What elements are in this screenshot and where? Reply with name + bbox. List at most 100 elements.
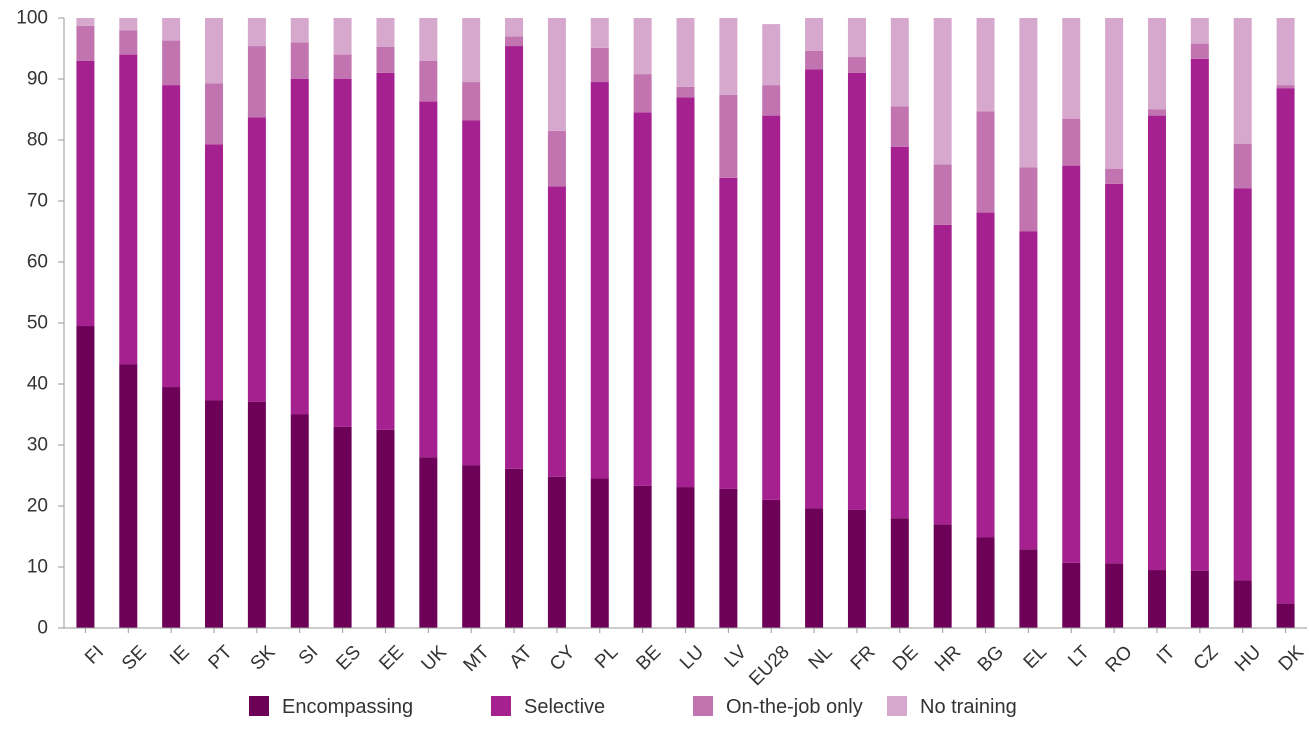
x-tick-label-si: SI [295,642,323,670]
bar-es-encompassing [333,426,352,628]
bar-ee-no-training [376,18,395,47]
bar-se-no-training [119,18,138,31]
x-tick-label-fr: FR [847,642,880,675]
bar-cz-selective [1190,58,1209,571]
bar-dk-selective [1276,88,1295,604]
bar-ee-on-the-job-only [376,46,395,73]
x-tick-label-uk: UK [417,642,451,676]
legend-label-encompassing: Encompassing [282,696,413,718]
bar-cz-no-training [1190,18,1209,44]
bar-bg-encompassing [976,537,995,628]
bar-uk-no-training [419,18,438,61]
bar-pt-no-training [205,18,224,84]
bar-fi-on-the-job-only [76,25,95,61]
bar-hu-on-the-job-only [1233,143,1252,189]
bar-bg-no-training [976,18,995,112]
bar-pl-encompassing [590,478,609,628]
bar-ie-on-the-job-only [162,40,181,86]
x-tick-label-mt: MT [460,641,495,676]
bar-fr-on-the-job-only [847,57,866,73]
bar-es-selective [333,79,352,427]
bar-pt-on-the-job-only [205,83,224,145]
bar-hu-selective [1233,188,1252,581]
y-tick-label-50: 50 [27,313,48,334]
bar-bg-on-the-job-only [976,111,995,213]
y-tick-label-70: 70 [27,191,48,212]
bar-de-no-training [890,18,909,107]
legend: Encompassing Selective On-the-job only No t… [249,696,1017,718]
bar-si-selective [290,79,309,415]
bar-mt-on-the-job-only [462,82,481,121]
bar-cy-no-training [547,18,566,131]
bar-hr-encompassing [933,524,952,628]
legend-label-no-training: No training [920,696,1017,718]
bar-sk-selective [247,117,266,402]
bar-si-no-training [290,18,309,43]
bar-ie-selective [162,85,181,388]
bar-fr-encompassing [847,509,866,628]
y-tick-label-0: 0 [37,618,48,639]
x-tick-label-be: BE [632,642,665,675]
bar-mt-selective [462,120,481,466]
bar-se-on-the-job-only [119,30,138,55]
x-tick-label-fi: FI [81,642,108,669]
y-tick-label-60: 60 [27,252,48,273]
bar-cz-encompassing [1190,570,1209,628]
y-tick-label-20: 20 [27,496,48,517]
bar-be-no-training [633,18,652,75]
bar-lt-selective [1062,165,1081,563]
bar-hr-no-training [933,18,952,165]
bar-es-no-training [333,18,352,55]
x-tick-label-ee: EE [375,642,408,675]
bar-el-no-training [1019,18,1038,168]
bar-eu28-no-training [762,24,781,86]
x-tick-label-hr: HR [931,642,965,676]
bar-fr-no-training [847,18,866,58]
bar-ee-selective [376,72,395,430]
bar-at-no-training [505,18,524,37]
bar-lv-selective [719,177,738,489]
x-tick-label-de: DE [889,642,923,676]
x-tick-label-hu: HU [1231,642,1265,676]
legend-label-on-the-job-only: On-the-job only [726,696,863,718]
x-tick-label-lu: LU [676,642,708,674]
bar-lu-selective [676,97,695,488]
x-tick-label-at: AT [506,641,537,672]
bar-dk-encompassing [1276,603,1295,628]
bar-fr-selective [847,72,866,510]
bar-hr-on-the-job-only [933,164,952,225]
bar-lv-encompassing [719,488,738,628]
bar-mt-no-training [462,18,481,83]
bar-ie-no-training [162,18,181,41]
legend-swatch-on-the-job-only [693,696,713,716]
bar-at-encompassing [505,468,524,628]
bar-si-on-the-job-only [290,42,309,79]
bar-nl-selective [805,69,824,509]
bar-it-encompassing [1147,570,1166,628]
bar-cz-on-the-job-only [1190,43,1209,59]
bar-de-selective [890,146,909,519]
x-tick-label-bg: BG [974,642,1008,676]
bar-fi-selective [76,60,95,327]
bar-uk-encompassing [419,457,438,628]
bar-el-encompassing [1019,549,1038,628]
bar-uk-on-the-job-only [419,60,438,102]
x-tick-label-eu28: EU28 [745,642,793,690]
bar-lu-on-the-job-only [676,86,695,98]
bar-lu-encompassing [676,487,695,628]
y-tick-label-40: 40 [27,374,48,395]
bar-sk-on-the-job-only [247,46,266,118]
bar-hr-selective [933,224,952,525]
x-tick-label-se: SE [118,642,151,675]
bar-nl-encompassing [805,508,824,628]
bar-ee-encompassing [376,429,395,628]
bar-es-on-the-job-only [333,54,352,79]
x-tick-label-cz: CZ [1190,641,1223,674]
x-tick-label-pt: PT [205,641,237,673]
bar-at-selective [505,46,524,469]
x-tick-label-es: ES [332,642,365,675]
bar-pl-on-the-job-only [590,47,609,83]
bar-pl-no-training [590,18,609,48]
legend-swatch-encompassing [249,696,269,716]
bar-eu28-on-the-job-only [762,85,781,116]
